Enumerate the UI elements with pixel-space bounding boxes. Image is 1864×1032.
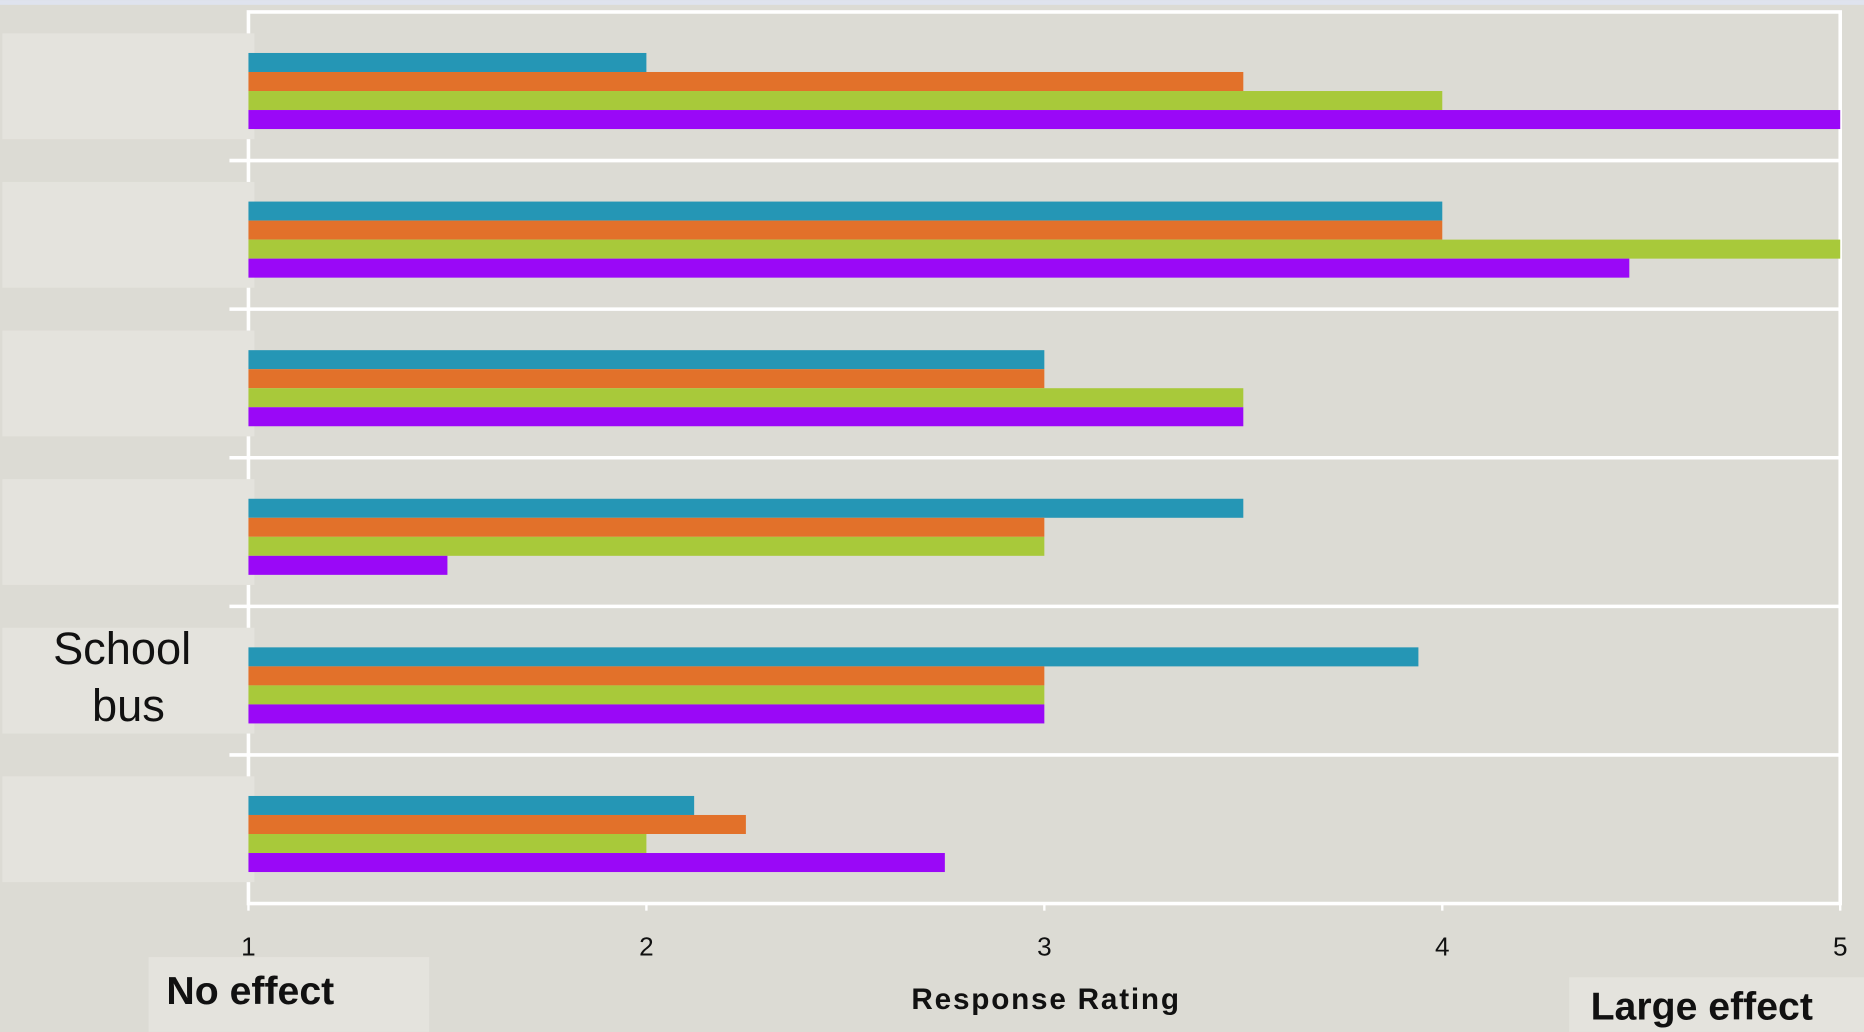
bar bbox=[248, 666, 1045, 686]
annotation: No effect bbox=[166, 969, 334, 1013]
x-tick-label: 3 bbox=[1037, 932, 1052, 962]
annotation: Large effect bbox=[1591, 985, 1813, 1029]
x-tick-label: 5 bbox=[1833, 932, 1848, 962]
bar bbox=[248, 350, 1045, 370]
bar bbox=[248, 110, 1841, 130]
category-box bbox=[2, 330, 255, 437]
x-tick-label: 1 bbox=[241, 932, 256, 962]
annotation-box bbox=[148, 957, 430, 1032]
bar bbox=[248, 833, 647, 854]
top-edge bbox=[0, 0, 1864, 5]
bar bbox=[248, 388, 1244, 408]
category-box bbox=[2, 776, 255, 883]
bar bbox=[248, 555, 448, 575]
bar bbox=[248, 853, 945, 873]
bar bbox=[248, 685, 1045, 705]
bar bbox=[248, 220, 1443, 240]
bar bbox=[248, 239, 1841, 259]
bar bbox=[248, 517, 1045, 537]
bar bbox=[248, 71, 1244, 92]
x-tick-label: 4 bbox=[1435, 932, 1450, 962]
category-box bbox=[2, 33, 255, 140]
bar bbox=[248, 91, 1443, 111]
category-label: School bus bbox=[53, 623, 204, 731]
bar bbox=[248, 369, 1045, 389]
category-box bbox=[2, 181, 255, 288]
bar bbox=[248, 795, 695, 815]
bar bbox=[248, 498, 1244, 518]
bar bbox=[248, 52, 647, 72]
annotation-box bbox=[1569, 977, 1864, 1032]
bar bbox=[248, 814, 746, 834]
bar bbox=[248, 201, 1443, 221]
category-box bbox=[2, 479, 255, 585]
bar bbox=[248, 647, 1419, 667]
x-tick-label: 2 bbox=[639, 932, 654, 962]
bar bbox=[248, 704, 1045, 724]
bar bbox=[248, 258, 1630, 278]
x-axis-label: Response Rating bbox=[911, 983, 1180, 1016]
bar bbox=[248, 536, 1045, 556]
bar bbox=[248, 407, 1244, 427]
category-box bbox=[2, 627, 255, 734]
